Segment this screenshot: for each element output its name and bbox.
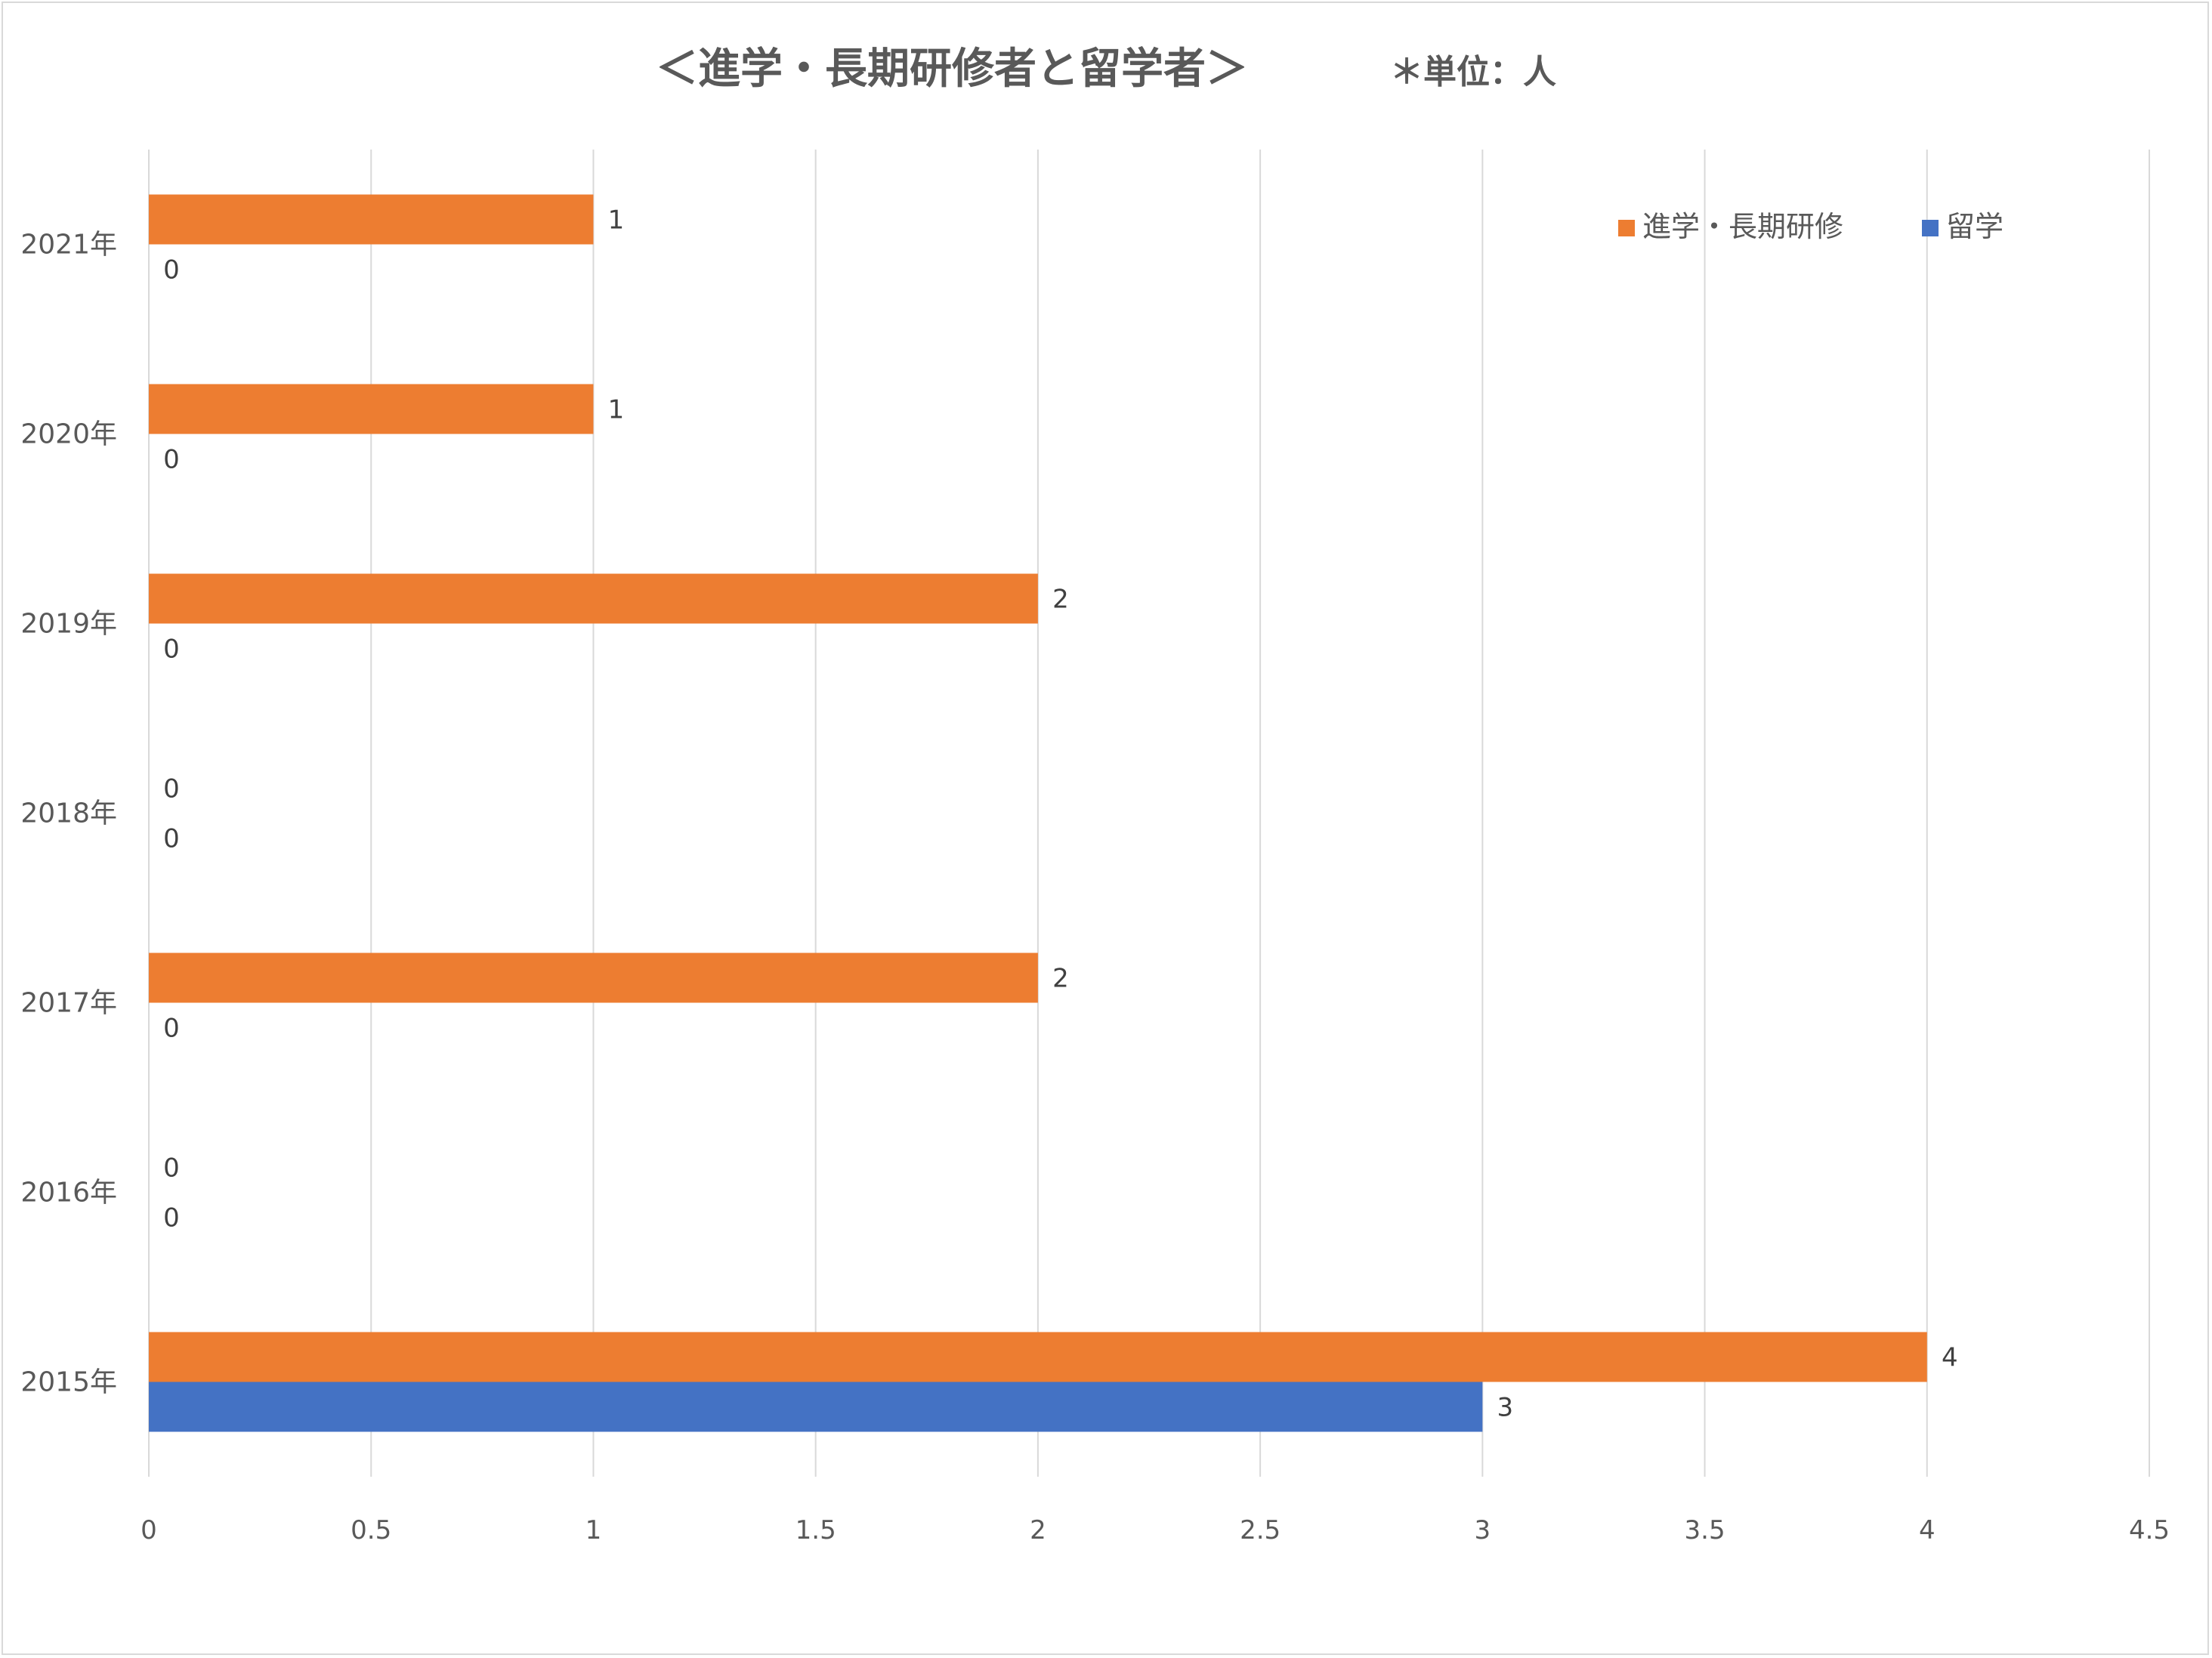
x-tick-label: 4 — [1919, 1515, 1936, 1545]
chart-unit-note: ＊単位：人 — [1390, 53, 1556, 91]
bar — [149, 953, 1038, 1003]
category-axis: 2021年 2020年 2019年 2018年 2017年 2016年 2015年 — [20, 230, 117, 1398]
data-label: 2 — [1052, 585, 1069, 615]
x-tick-label: 2.5 — [1240, 1515, 1281, 1545]
data-label: 2 — [1052, 964, 1069, 994]
x-tick-label: 3 — [1475, 1515, 1491, 1545]
data-label: 1 — [608, 395, 625, 425]
data-label: 0 — [163, 1014, 180, 1044]
bar — [149, 1382, 1483, 1432]
x-tick-label: 0.5 — [351, 1515, 391, 1545]
x-tick-label: 4.5 — [2129, 1515, 2170, 1545]
x-tick-label: 3.5 — [1685, 1515, 1725, 1545]
data-label: 0 — [163, 1203, 180, 1233]
data-label: 0 — [163, 255, 180, 286]
data-label: 1 — [608, 205, 625, 236]
legend-swatch[interactable] — [1618, 220, 1635, 236]
data-label: 0 — [163, 445, 180, 475]
legend-label[interactable]: 留学 — [1946, 210, 2003, 243]
bar — [149, 1332, 1927, 1382]
chart-title: ＜進学・長期研修者と留学者＞ — [656, 45, 1248, 94]
bar — [149, 194, 594, 245]
data-label: 3 — [1497, 1393, 1514, 1423]
data-label: 0 — [163, 634, 180, 665]
gridlines — [148, 150, 2150, 1477]
data-label: 0 — [163, 824, 180, 854]
category-label: 2020年 — [20, 419, 117, 450]
bar — [149, 384, 594, 434]
x-tick-label: 1.5 — [796, 1515, 836, 1545]
legend[interactable]: 進学・長期研修 留学 — [1618, 210, 2003, 243]
category-label: 2018年 — [20, 798, 117, 829]
legend-label[interactable]: 進学・長期研修 — [1642, 210, 1843, 243]
category-label: 2021年 — [20, 230, 117, 261]
data-label: 0 — [163, 1153, 180, 1184]
data-labels: 1 0 1 0 2 0 0 0 2 0 0 0 4 3 — [163, 205, 1957, 1423]
value-axis: 0 0.5 1 1.5 2 2.5 3 3.5 4 4.5 — [141, 1515, 2170, 1545]
category-label: 2016年 — [20, 1178, 117, 1209]
x-tick-label: 1 — [585, 1515, 602, 1545]
data-label: 0 — [163, 774, 180, 804]
category-label: 2019年 — [20, 609, 117, 640]
bar — [149, 573, 1038, 624]
bars — [149, 194, 1927, 1432]
category-label: 2017年 — [20, 988, 117, 1019]
category-label: 2015年 — [20, 1367, 117, 1398]
data-label: 4 — [1942, 1343, 1958, 1373]
x-tick-label: 2 — [1030, 1515, 1046, 1545]
x-tick-label: 0 — [141, 1515, 157, 1545]
legend-swatch[interactable] — [1922, 220, 1939, 236]
